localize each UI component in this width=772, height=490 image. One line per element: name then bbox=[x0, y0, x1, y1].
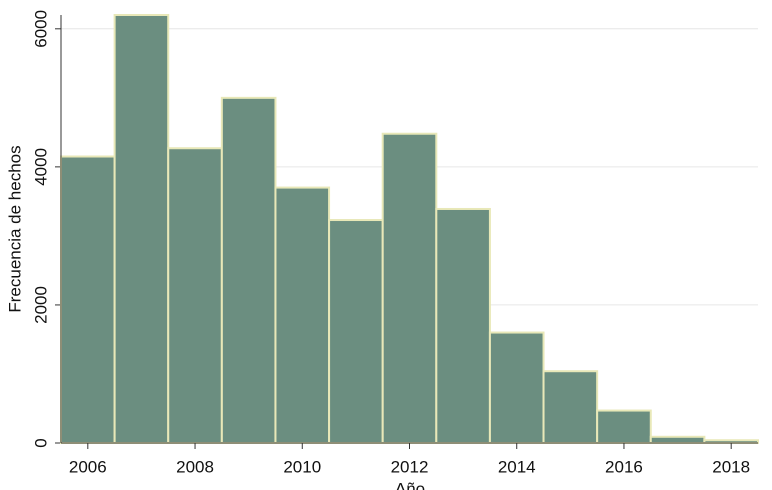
bar bbox=[596, 409, 652, 444]
x-tick-label: 2012 bbox=[391, 457, 429, 476]
x-tick-label: 2014 bbox=[498, 457, 536, 476]
bar bbox=[167, 147, 223, 444]
y-axis-label: Frecuencia de hechos bbox=[5, 145, 24, 312]
bar bbox=[274, 186, 331, 444]
bar bbox=[60, 155, 116, 444]
x-tick-label: 2008 bbox=[176, 457, 214, 476]
y-tick-label: 2000 bbox=[31, 286, 50, 324]
x-axis-label: Año bbox=[395, 479, 425, 490]
x-tick-label: 2016 bbox=[605, 457, 643, 476]
x-tick-label: 2010 bbox=[283, 457, 321, 476]
bar bbox=[381, 132, 438, 445]
bar bbox=[542, 370, 599, 444]
bar bbox=[488, 331, 545, 445]
y-tick-label: 4000 bbox=[31, 148, 50, 186]
x-tick-label: 2006 bbox=[69, 457, 107, 476]
y-tick-label: 6000 bbox=[31, 10, 50, 48]
x-tick-label: 2018 bbox=[712, 457, 750, 476]
bar bbox=[435, 207, 491, 444]
bar bbox=[113, 14, 170, 444]
bar bbox=[220, 96, 277, 444]
bar bbox=[328, 219, 384, 444]
bar bbox=[649, 435, 706, 445]
y-tick-label: 0 bbox=[31, 438, 50, 447]
